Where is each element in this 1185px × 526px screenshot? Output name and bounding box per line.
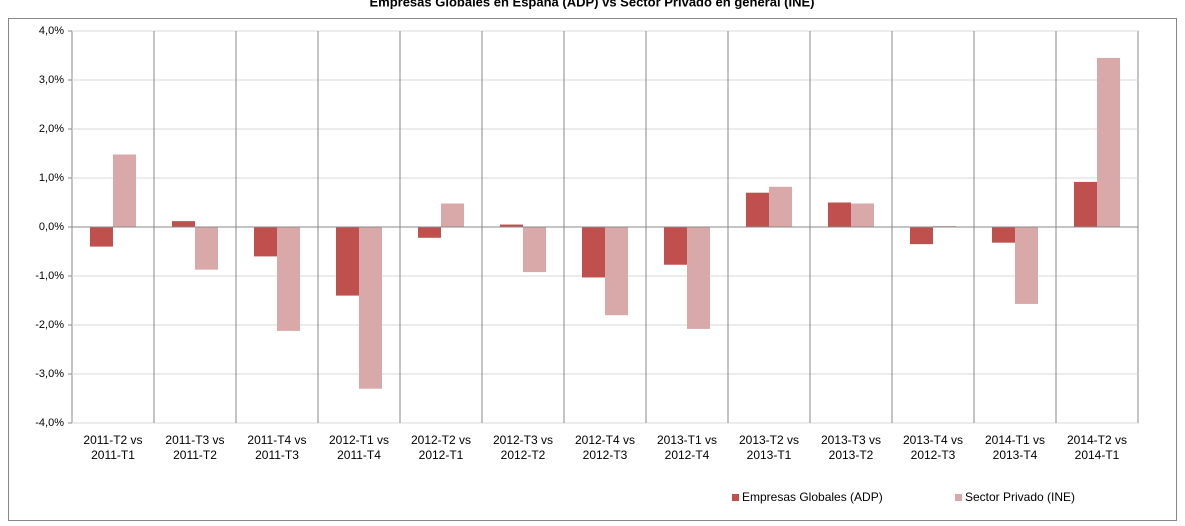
x-tick-label: 2014-T2 vs 2014-T1 xyxy=(1066,433,1128,462)
bar xyxy=(605,227,628,316)
y-tick-label: 0,0% xyxy=(39,221,64,233)
bar xyxy=(441,203,464,227)
bar xyxy=(113,154,136,227)
x-tick-label: 2011-T4 vs 2011-T3 xyxy=(247,433,307,462)
x-tick-label: 2012-T2 vs 2012-T1 xyxy=(410,433,472,462)
x-tick-label: 2013-T2 vs 2013-T1 xyxy=(738,433,800,462)
bar xyxy=(418,227,441,238)
y-tick-label: 1,0% xyxy=(39,172,64,184)
x-tick-label: 2012-T4 vs 2012-T3 xyxy=(574,433,636,462)
bar xyxy=(1074,181,1097,227)
bar xyxy=(523,227,546,273)
bar xyxy=(90,227,113,247)
x-tick-label: 2014-T1 vs 2013-T4 xyxy=(984,433,1046,462)
y-tick-label: 4,0% xyxy=(39,25,64,37)
y-tick-label: 2,0% xyxy=(39,123,64,135)
bar xyxy=(500,224,523,227)
chart-frame xyxy=(8,18,1177,521)
bar xyxy=(582,227,605,278)
x-tick-label: 2013-T1 vs 2012-T4 xyxy=(656,433,718,462)
x-tick-label: 2013-T3 vs 2013-T2 xyxy=(820,433,882,462)
y-tick-label: -2,0% xyxy=(35,319,64,331)
y-tick-label: 3,0% xyxy=(39,74,64,86)
bar xyxy=(277,227,300,331)
bar xyxy=(828,202,851,227)
legend-swatch xyxy=(732,494,739,501)
y-tick-label: -1,0% xyxy=(35,270,64,282)
y-tick-label: -4,0% xyxy=(35,417,64,429)
bar xyxy=(254,227,277,257)
x-tick-label: 2011-T3 vs 2011-T2 xyxy=(165,433,225,462)
legend-label: Empresas Globales (ADP) xyxy=(742,490,883,504)
x-tick-label: 2012-T1 vs 2011-T4 xyxy=(328,433,390,462)
y-tick-label: -3,0% xyxy=(35,368,64,380)
bar xyxy=(851,203,874,227)
bar xyxy=(1015,227,1038,304)
x-tick-label: 2011-T2 vs 2011-T1 xyxy=(83,433,143,462)
legend-label: Sector Privado (INE) xyxy=(965,490,1075,504)
bar xyxy=(746,192,769,227)
legend-swatch xyxy=(955,494,962,501)
chart-title: Empresas Globales en España (ADP) vs Sec… xyxy=(369,0,814,9)
bar xyxy=(1097,57,1120,228)
bar xyxy=(910,227,933,245)
bar xyxy=(769,186,792,227)
bar xyxy=(359,227,382,389)
bar xyxy=(992,227,1015,243)
x-tick-label: 2013-T4 vs 2012-T3 xyxy=(902,433,964,462)
bar xyxy=(172,221,195,227)
bar xyxy=(195,227,218,270)
bar xyxy=(687,227,710,329)
bar xyxy=(336,227,359,296)
x-tick-label: 2012-T3 vs 2012-T2 xyxy=(492,433,554,462)
bar xyxy=(664,227,687,265)
